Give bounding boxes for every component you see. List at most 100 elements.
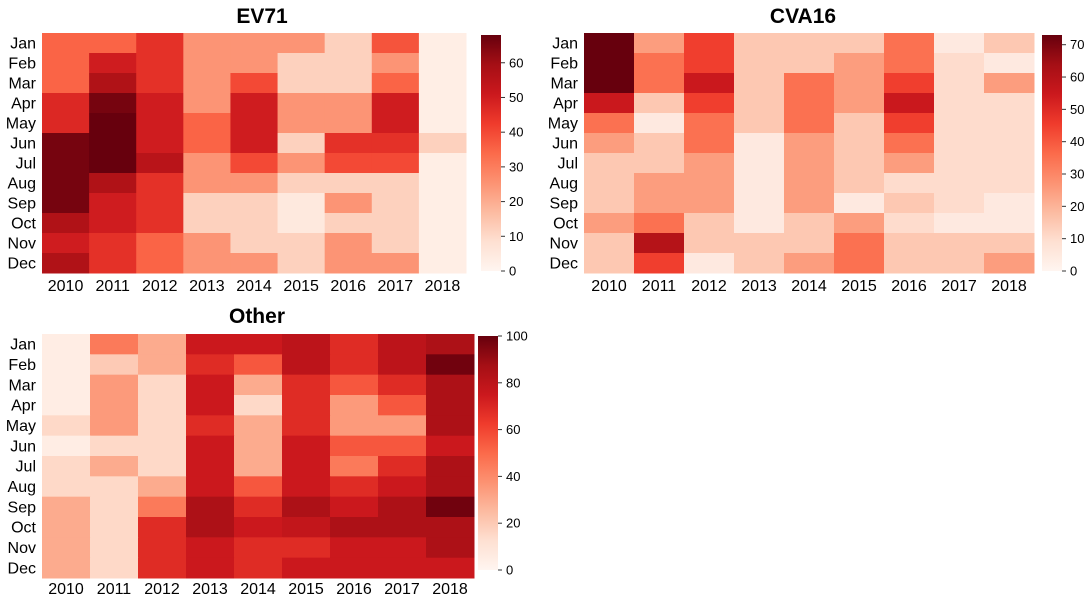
heatmap-cell-other-dec-2012 — [138, 557, 187, 579]
colorbar-tick-label: 40 — [506, 469, 520, 484]
heatmap-cell-ev71-mar-2011 — [89, 73, 137, 94]
heatmap-cell-cva16-jul-2015 — [834, 153, 885, 174]
heatmap-cell-cva16-jan-2014 — [784, 33, 835, 54]
heatmap-cell-other-oct-2017 — [378, 517, 427, 538]
colorbar-tick-label: 30 — [509, 159, 523, 174]
heatmap-cell-cva16-apr-2016 — [884, 93, 935, 114]
heatmap-cell-ev71-apr-2014 — [230, 93, 279, 114]
heatmap-cell-cva16-aug-2010 — [584, 173, 635, 194]
chart-title-cva16: CVA16 — [770, 5, 836, 28]
heatmap-cell-ev71-jun-2014 — [230, 133, 279, 154]
y-tick-label: May — [6, 418, 36, 435]
heatmap-cell-ev71-nov-2013 — [183, 233, 231, 254]
heatmap-cell-cva16-may-2015 — [834, 113, 885, 134]
x-tick-label: 2015 — [288, 581, 324, 597]
heatmap-cell-other-apr-2014 — [234, 395, 283, 416]
heatmap-cell-other-apr-2016 — [330, 395, 379, 416]
heatmap-cell-ev71-dec-2012 — [136, 253, 184, 274]
y-tick-label: Sep — [8, 499, 37, 516]
heatmap-cell-cva16-aug-2017 — [934, 173, 985, 194]
heatmap-cell-cva16-feb-2012 — [684, 53, 735, 74]
heatmap-cell-ev71-feb-2010 — [42, 53, 90, 74]
heatmap-cell-cva16-oct-2012 — [684, 213, 735, 234]
heatmap-cell-other-mar-2018 — [426, 374, 475, 396]
heatmap-cell-other-nov-2015 — [282, 537, 331, 559]
heatmap-cell-cva16-feb-2018 — [984, 53, 1035, 74]
heatmap-cell-other-jan-2014 — [234, 334, 283, 355]
x-tick-label: 2010 — [48, 581, 84, 597]
chart-title-ev71: EV71 — [236, 5, 288, 28]
heatmap-cell-ev71-aug-2014 — [230, 173, 279, 194]
heatmap-cell-other-apr-2018 — [426, 395, 475, 416]
heatmap-cell-ev71-sep-2015 — [277, 193, 326, 214]
heatmap-cell-other-jul-2013 — [186, 456, 235, 477]
heatmap-cell-cva16-nov-2018 — [984, 233, 1035, 254]
heatmap-cell-ev71-sep-2013 — [183, 193, 231, 214]
x-tick-label: 2011 — [97, 581, 132, 597]
heatmap-cell-cva16-aug-2016 — [884, 173, 935, 194]
heatmap-cell-ev71-jul-2015 — [277, 153, 326, 174]
heatmap-cell-ev71-mar-2017 — [371, 73, 420, 94]
heatmap-cell-cva16-aug-2012 — [684, 173, 735, 194]
heatmap-cell-cva16-oct-2015 — [834, 213, 885, 234]
x-tick-label: 2010 — [591, 278, 627, 295]
y-tick-label: Nov — [550, 236, 578, 253]
heatmap-cell-other-sep-2016 — [330, 496, 379, 518]
colorbar-tick-label: 60 — [509, 55, 523, 70]
heatmap-cell-cva16-oct-2018 — [984, 213, 1035, 234]
heatmap-cell-ev71-oct-2012 — [136, 213, 184, 234]
heatmap-cell-ev71-jul-2018 — [418, 153, 467, 174]
heatmap-cell-other-mar-2012 — [138, 374, 187, 396]
heatmap-cell-other-jul-2018 — [426, 456, 475, 477]
heatmap-cell-other-may-2015 — [282, 415, 331, 437]
heatmap-cell-cva16-apr-2017 — [934, 93, 985, 114]
x-tick-label: 2016 — [336, 581, 372, 597]
heatmap-cell-other-may-2016 — [330, 415, 379, 437]
heatmap-cell-cva16-mar-2018 — [984, 73, 1035, 94]
heatmap-cell-cva16-jan-2011 — [634, 33, 685, 54]
heatmap-cell-cva16-feb-2016 — [884, 53, 935, 74]
y-tick-label: Jan — [552, 36, 578, 53]
x-tick-label: 2012 — [144, 581, 180, 597]
heatmap-cell-cva16-sep-2017 — [934, 193, 985, 214]
heatmap-cell-cva16-jul-2011 — [634, 153, 685, 174]
x-tick-label: 2012 — [691, 278, 727, 295]
heatmap-cell-ev71-jun-2018 — [418, 133, 467, 154]
y-tick-label: Feb — [8, 56, 36, 73]
heatmap-cell-cva16-jul-2017 — [934, 153, 985, 174]
heatmap-cell-ev71-dec-2015 — [277, 253, 326, 274]
heatmap-cell-other-apr-2013 — [186, 395, 235, 416]
heatmap-cell-ev71-jun-2012 — [136, 133, 184, 154]
heatmap-cell-other-feb-2017 — [378, 354, 427, 376]
heatmap-cell-ev71-jan-2011 — [89, 33, 137, 54]
heatmap-cell-ev71-nov-2018 — [418, 233, 467, 254]
heatmap-cell-other-oct-2016 — [330, 517, 379, 538]
heatmap-cell-cva16-may-2017 — [934, 113, 985, 134]
heatmap-cell-other-apr-2011 — [90, 395, 139, 416]
heatmap-cell-other-sep-2015 — [282, 496, 331, 518]
heatmap-cell-other-aug-2011 — [90, 476, 139, 498]
heatmap-cell-other-may-2013 — [186, 415, 235, 437]
heatmap-cell-other-sep-2012 — [138, 496, 187, 518]
heatmap-cell-cva16-apr-2018 — [984, 93, 1035, 114]
heatmap-cell-cva16-jul-2018 — [984, 153, 1035, 174]
heatmap-cell-other-dec-2016 — [330, 557, 379, 579]
colorbar-tick-label: 20 — [1070, 199, 1084, 214]
y-tick-label: Oct — [553, 216, 578, 233]
y-tick-label: Aug — [8, 176, 36, 193]
heatmap-cell-other-apr-2017 — [378, 395, 427, 416]
heatmap-cell-cva16-jul-2016 — [884, 153, 935, 174]
heatmap-cell-ev71-mar-2013 — [183, 73, 231, 94]
heatmap-cell-cva16-aug-2018 — [984, 173, 1035, 194]
heatmap-cell-other-dec-2018 — [426, 557, 475, 579]
heatmap-cell-cva16-nov-2011 — [634, 233, 685, 254]
colorbar-tick-label: 20 — [509, 194, 523, 209]
heatmap-cell-ev71-dec-2014 — [230, 253, 279, 274]
y-tick-label: Oct — [11, 520, 36, 537]
y-tick-label: Sep — [8, 196, 37, 213]
heatmap-cell-other-aug-2012 — [138, 476, 187, 498]
colorbar-tick-label: 10 — [1070, 231, 1084, 246]
heatmap-cell-ev71-may-2018 — [418, 113, 467, 134]
heatmap-cell-ev71-jun-2010 — [42, 133, 90, 154]
heatmap-cell-cva16-mar-2011 — [634, 73, 685, 94]
